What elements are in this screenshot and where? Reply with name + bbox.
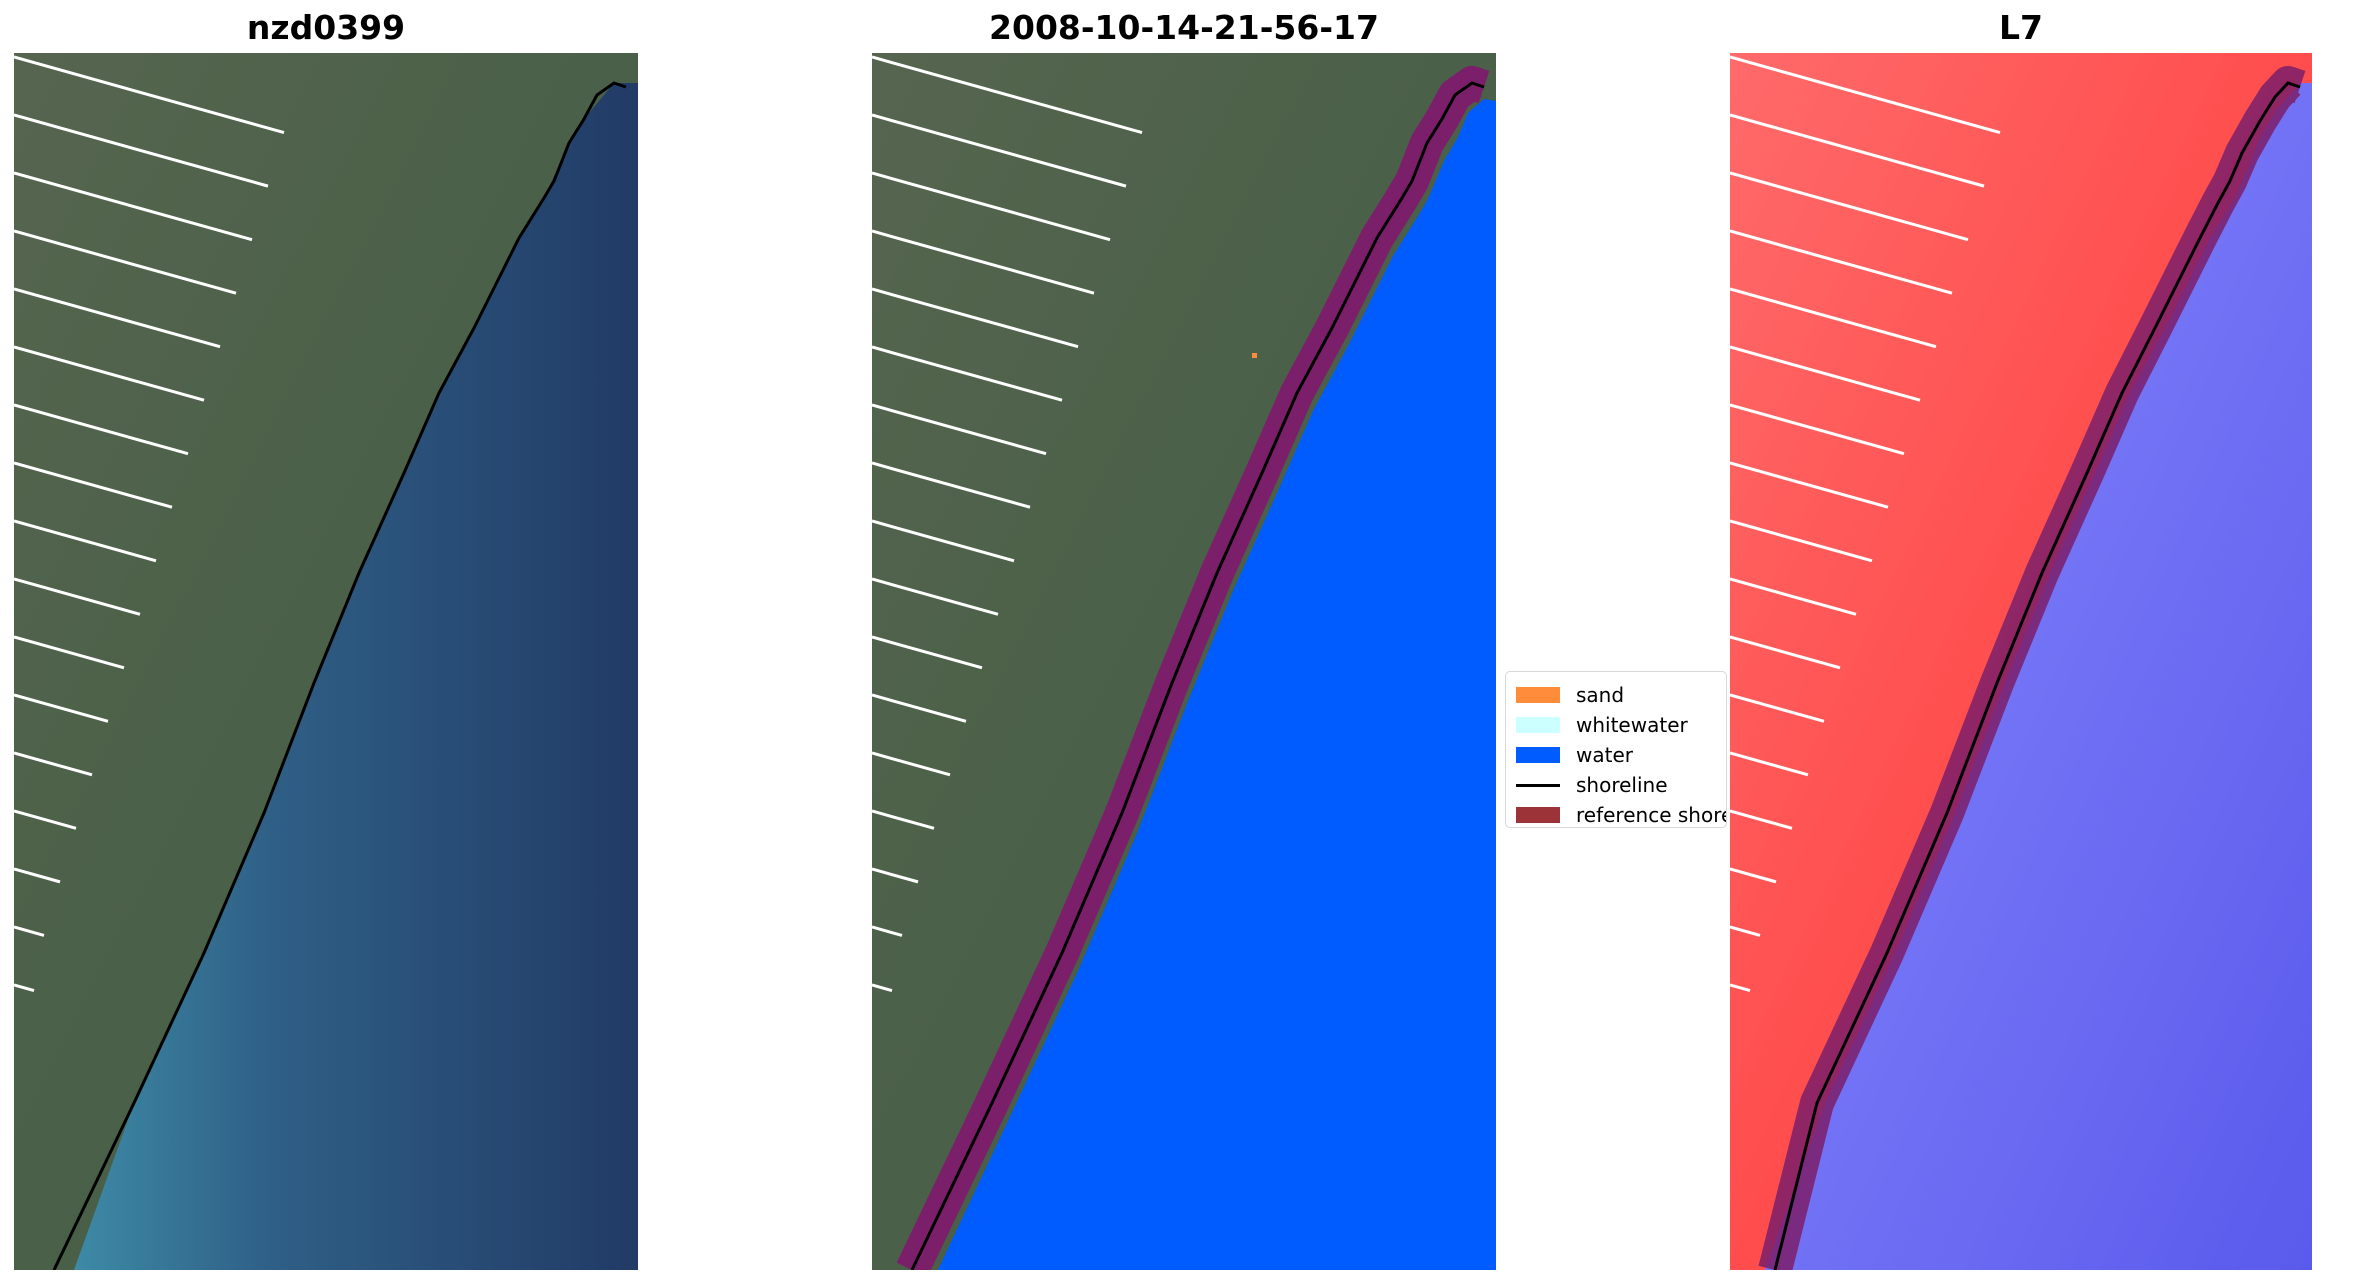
scan-gap-line	[1730, 55, 2001, 135]
whitewater-swatch	[1516, 717, 1560, 733]
scan-gap-line	[1730, 287, 1937, 349]
legend-item-sand: sand	[1516, 680, 1726, 710]
scan-gap-line	[1730, 635, 1841, 670]
scan-gap-line	[1730, 577, 1857, 616]
scan-gap-line	[872, 751, 951, 777]
scan-gap-line	[872, 809, 935, 830]
scan-gap-line	[14, 925, 45, 937]
legend-label-sand: sand	[1576, 683, 1625, 707]
legend-label-reference-shoreline: reference shoreline	[1576, 803, 1726, 827]
scan-gap-line	[1730, 693, 1825, 723]
scan-gap-line	[1730, 925, 1761, 937]
scan-gap-line	[1730, 983, 1751, 993]
scan-line-gaps	[872, 55, 1143, 993]
scan-gap-line	[872, 577, 999, 616]
scan-gap-line	[14, 635, 125, 670]
scan-gap-line	[1730, 403, 1905, 456]
scan-gap-line	[14, 55, 285, 135]
scan-gap-line	[14, 461, 173, 509]
shoreline-line	[1773, 81, 2301, 1270]
scan-gap-line	[872, 925, 903, 937]
legend-item-shoreline: shoreline	[1516, 770, 1726, 800]
sea-area	[74, 83, 638, 1270]
scan-gap-line	[14, 983, 35, 993]
legend-label-whitewater: whitewater	[1576, 713, 1688, 737]
scan-gap-line	[872, 403, 1047, 456]
sea-area	[1765, 83, 2312, 1270]
scan-gap-line	[872, 287, 1079, 349]
panel-title-index: L7	[1999, 8, 2043, 47]
scan-gap-line	[1730, 171, 1969, 242]
panel-title-rgb: nzd0399	[246, 8, 406, 47]
scan-gap-line	[14, 229, 237, 295]
scan-gap-line	[872, 693, 967, 723]
scan-gap-line	[872, 867, 919, 884]
scan-line-gaps	[14, 55, 285, 993]
scan-gap-line	[14, 113, 269, 188]
scan-gap-line	[14, 287, 221, 349]
scan-gap-line	[872, 519, 1015, 563]
scan-gap-line	[14, 403, 189, 456]
water-swatch	[1516, 747, 1560, 763]
scan-gap-line	[872, 635, 983, 670]
rgb-satellite-image[interactable]	[14, 53, 638, 1270]
scan-gap-line	[872, 171, 1111, 242]
legend: sand whitewater water shoreline referenc…	[1505, 671, 1727, 828]
scan-gap-line	[872, 983, 893, 993]
panel-title-classified: 2008-10-14-21-56-17	[989, 8, 1379, 47]
scan-gap-line	[1730, 519, 1873, 563]
scan-gap-line	[14, 577, 141, 616]
scan-gap-line	[14, 171, 253, 242]
index-image-canvas	[1730, 53, 2312, 1270]
shoreline-line	[52, 81, 627, 1270]
scan-gap-line	[1730, 867, 1777, 884]
scan-gap-line	[1730, 113, 1985, 188]
shoreline-line	[910, 81, 1485, 1270]
scan-gap-line	[14, 345, 205, 402]
scan-gap-line	[1730, 751, 1809, 777]
shoreline-line-swatch	[1516, 783, 1560, 787]
scan-gap-line	[1730, 809, 1793, 830]
scan-gap-line	[1730, 461, 1889, 509]
scan-gap-line	[14, 809, 77, 830]
scan-gap-line	[1730, 345, 1921, 402]
legend-item-whitewater: whitewater	[1516, 710, 1726, 740]
rgb-image-canvas	[14, 53, 638, 1270]
scan-gap-line	[14, 519, 157, 563]
legend-label-shoreline: shoreline	[1576, 773, 1668, 797]
scan-gap-line	[872, 113, 1127, 188]
classified-image-canvas	[872, 53, 1496, 1270]
legend-item-reference-shoreline: reference shoreline	[1516, 800, 1726, 827]
legend-label-water: water	[1576, 743, 1633, 767]
scan-gap-line	[872, 229, 1095, 295]
sand-swatch	[1516, 687, 1560, 703]
scan-gap-line	[872, 55, 1143, 135]
scan-gap-line	[14, 751, 93, 777]
water-class-area	[938, 99, 1496, 1270]
scan-gap-line	[14, 693, 109, 723]
scan-line-gaps	[1730, 55, 2001, 993]
sand-pixels	[1252, 353, 1257, 358]
scan-gap-line	[1730, 229, 1953, 295]
index-image[interactable]	[1730, 53, 2312, 1270]
classified-image[interactable]	[872, 53, 1496, 1270]
legend-item-water: water	[1516, 740, 1726, 770]
scan-gap-line	[14, 867, 61, 884]
reference-shoreline-swatch	[1516, 807, 1560, 823]
scan-gap-line	[872, 461, 1031, 509]
scan-gap-line	[872, 345, 1063, 402]
